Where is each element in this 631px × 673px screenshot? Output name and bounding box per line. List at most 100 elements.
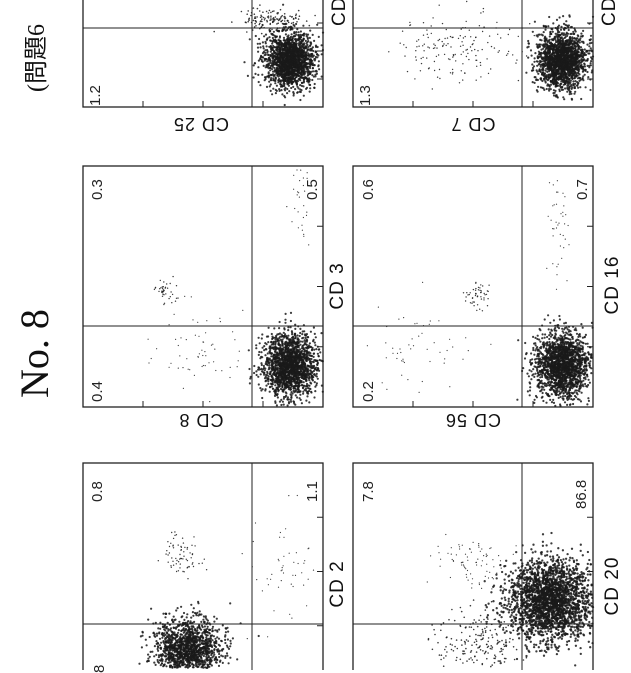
event-dot bbox=[537, 86, 539, 88]
event-dot bbox=[558, 41, 560, 43]
event-dot bbox=[266, 11, 268, 13]
event-dot bbox=[562, 45, 564, 47]
event-dot bbox=[300, 69, 302, 71]
event-dot bbox=[446, 29, 447, 30]
event-dot bbox=[298, 65, 300, 67]
event-dot bbox=[303, 381, 305, 383]
event-dot bbox=[300, 53, 302, 55]
event-dot bbox=[541, 69, 543, 71]
event-dot bbox=[580, 61, 582, 63]
event-dot bbox=[274, 69, 276, 71]
event-dot bbox=[585, 86, 587, 88]
event-dot bbox=[269, 69, 271, 71]
event-dot bbox=[409, 22, 410, 23]
event-dot bbox=[547, 25, 549, 27]
event-dot bbox=[294, 54, 296, 56]
event-dot bbox=[263, 27, 265, 29]
event-dot bbox=[490, 68, 491, 69]
event-dot bbox=[573, 33, 575, 35]
event-dot bbox=[557, 68, 559, 70]
event-dot bbox=[309, 44, 311, 46]
event-dot bbox=[282, 61, 284, 63]
event-dot bbox=[294, 73, 296, 75]
event-dot bbox=[566, 77, 568, 79]
event-dot bbox=[243, 61, 245, 63]
event-dot bbox=[432, 88, 433, 89]
event-dot bbox=[296, 38, 298, 40]
event-dot bbox=[537, 55, 539, 57]
event-dot bbox=[544, 41, 546, 43]
event-dot bbox=[409, 25, 410, 26]
event-dot bbox=[255, 20, 257, 22]
event-dot bbox=[553, 63, 555, 65]
event-dot bbox=[569, 38, 571, 40]
event-dot bbox=[251, 12, 253, 14]
event-dot bbox=[535, 79, 537, 81]
event-dot bbox=[550, 84, 552, 86]
event-dot bbox=[270, 74, 272, 76]
event-dot bbox=[278, 40, 280, 42]
event-dot bbox=[275, 16, 277, 18]
event-dot bbox=[552, 67, 554, 69]
event-dot bbox=[265, 66, 267, 68]
event-dot bbox=[581, 56, 583, 58]
event-dot bbox=[271, 68, 273, 70]
event-dot bbox=[287, 42, 289, 44]
event-dot bbox=[483, 26, 484, 27]
event-dot bbox=[294, 45, 296, 47]
event-dot bbox=[587, 76, 589, 78]
event-dot bbox=[269, 55, 271, 57]
event-dot bbox=[589, 78, 591, 80]
event-dot bbox=[308, 55, 310, 57]
event-dot bbox=[299, 332, 301, 334]
event-dot bbox=[525, 72, 527, 74]
event-dot bbox=[274, 74, 276, 76]
event-dot bbox=[461, 41, 462, 42]
event-dot bbox=[462, 27, 463, 28]
event-dot bbox=[245, 22, 247, 24]
event-dot bbox=[573, 69, 575, 71]
event-dot bbox=[268, 57, 270, 59]
event-dot bbox=[581, 66, 583, 68]
event-dot bbox=[539, 60, 541, 62]
event-dot bbox=[551, 80, 553, 82]
event-dot bbox=[588, 45, 590, 47]
event-dot bbox=[554, 75, 556, 77]
event-dot bbox=[272, 88, 274, 90]
event-dot bbox=[248, 20, 250, 22]
event-dot bbox=[477, 50, 478, 51]
event-dot bbox=[288, 49, 290, 51]
event-dot bbox=[246, 13, 248, 15]
event-dot bbox=[431, 25, 432, 26]
event-dot bbox=[270, 77, 272, 79]
event-dot bbox=[590, 56, 592, 58]
event-dot bbox=[556, 19, 558, 21]
event-dot bbox=[254, 26, 256, 28]
event-dot bbox=[576, 85, 578, 87]
event-dot bbox=[552, 92, 554, 94]
event-dot bbox=[268, 15, 270, 17]
event-dot bbox=[538, 51, 540, 53]
event-dot bbox=[314, 74, 316, 76]
event-dot bbox=[270, 83, 272, 85]
event-dot bbox=[253, 365, 255, 367]
event-dot bbox=[581, 49, 583, 51]
event-dot bbox=[317, 346, 319, 348]
event-dot bbox=[452, 37, 453, 38]
event-dot bbox=[311, 79, 313, 81]
event-dot bbox=[264, 41, 266, 43]
event-dot bbox=[297, 68, 299, 70]
event-dot bbox=[310, 331, 312, 333]
event-dot bbox=[310, 54, 312, 56]
event-dot bbox=[461, 29, 462, 30]
event-dot bbox=[295, 18, 297, 20]
event-dot bbox=[301, 42, 303, 44]
event-dot bbox=[450, 72, 451, 73]
event-dot bbox=[555, 94, 557, 96]
event-dot bbox=[279, 35, 281, 37]
event-dot bbox=[565, 68, 567, 70]
event-dot bbox=[540, 86, 542, 88]
event-dot bbox=[582, 30, 584, 32]
event-dot bbox=[489, 35, 490, 36]
event-dot bbox=[255, 17, 257, 19]
